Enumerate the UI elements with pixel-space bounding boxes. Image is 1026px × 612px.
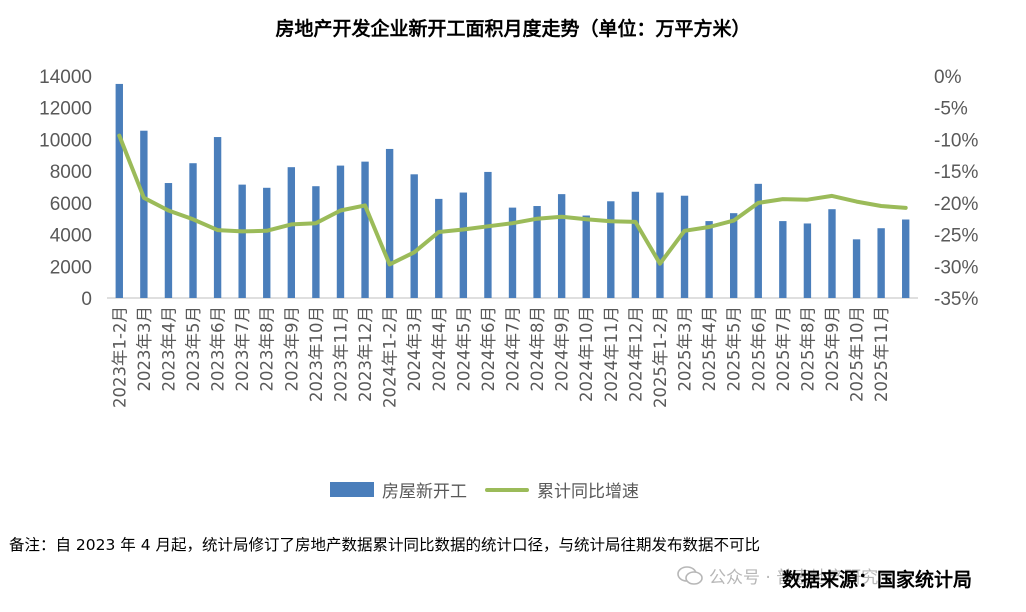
legend-line-swatch [485,487,529,492]
bar [754,183,762,298]
bar [287,167,296,298]
watermark-text: 公众号 · 普索地产研究 [709,568,879,588]
x-axis-tick: 2023年6月 [209,306,228,392]
x-axis-tick: 2024年11月 [602,306,621,402]
x-axis-tick: 2023年3月 [135,306,154,392]
data-source: 数据来源：国家统计局 [782,569,973,591]
x-axis-tick: 2024年8月 [528,306,547,392]
bar [115,83,123,298]
right-axis-tick: -20% [934,194,978,215]
bar [582,215,590,298]
right-axis-tick: -25% [934,226,978,247]
legend-line-label: 累计同比增速 [537,482,639,502]
x-axis-tick: 2024年9月 [553,306,572,392]
x-axis-tick: 2025年10月 [848,306,867,402]
x-axis-tick: 2024年7月 [504,306,523,392]
bar [852,239,861,298]
bar [729,213,738,298]
bar [312,186,320,298]
bar [779,221,787,298]
x-axis-tick: 2025年5月 [725,306,744,392]
right-axis-tick: -15% [934,162,978,183]
left-axis-tick: 12000 [39,99,92,120]
left-axis-tick: 10000 [39,130,92,151]
bar [508,207,517,298]
bar [803,223,812,298]
right-axis-tick: -35% [934,289,978,310]
wechat-icon [677,565,703,585]
bar [361,161,369,298]
left-axis-tick: 14000 [39,67,92,88]
right-axis-ticks: 0% -5% -10% -15% -20% -25% -30% -35% [934,67,978,310]
x-axis-tick: 2024年3月 [405,306,424,392]
bar [140,130,148,298]
bar [557,194,566,298]
legend-bar-label: 房屋新开工 [382,482,467,502]
bar [902,219,910,298]
right-axis-tick: 0% [934,67,962,88]
bar [656,192,664,298]
x-axis-ticks: 2023年1-2月 2023年3月 2023年4月 2023年5月 2023年6月 202… [110,306,891,408]
x-axis-tick: 2024年10月 [577,306,596,402]
bar [435,198,443,298]
left-axis-tick: 4000 [50,226,92,247]
left-axis-tick: 6000 [50,194,92,215]
bar [213,137,222,298]
left-axis-tick: 8000 [50,162,92,183]
x-axis-tick: 2025年9月 [823,306,842,392]
left-axis-ticks: 14000 12000 10000 8000 6000 4000 2000 0 [39,67,92,310]
x-axis-tick: 2023年10月 [307,306,326,402]
left-axis-tick: 0 [81,289,92,310]
x-axis-tick: 2025年1-2月 [651,306,670,408]
line-series [117,133,908,267]
x-axis-tick: 2024年4月 [430,306,449,392]
x-axis-tick: 2024年5月 [454,306,473,392]
bar-series [115,83,910,298]
bar [484,171,492,298]
x-axis-tick: 2024年1-2月 [381,306,400,408]
x-axis-tick: 2025年7月 [774,306,793,392]
x-axis-tick: 2023年11月 [331,306,350,402]
bar [828,209,836,298]
footnote: 备注：自 2023 年 4 月起，统计局修订了房地产数据累计同比数据的统计口径，… [9,536,761,554]
bar [680,195,689,298]
bar [410,174,418,298]
legend: 房屋新开工 累计同比增速 [330,477,639,502]
x-axis-tick: 2025年6月 [749,306,768,392]
bar [263,187,271,298]
left-axis-tick: 2000 [50,257,92,278]
x-axis-tick: 2023年4月 [159,306,178,392]
x-axis-tick: 2023年9月 [282,306,301,392]
watermark: 公众号 · 普索地产研究 [677,563,878,588]
bar [164,183,173,298]
bar [238,184,246,298]
right-axis-tick: -5% [934,99,968,120]
x-axis-tick: 2025年8月 [798,306,817,392]
x-axis-tick: 2025年4月 [700,306,719,392]
right-axis-tick: -30% [934,257,978,278]
x-axis-tick: 2023年5月 [184,306,203,392]
x-axis-tick: 2025年3月 [676,306,695,392]
x-axis-tick: 2023年8月 [258,306,277,392]
x-axis-tick: 2023年12月 [356,306,375,402]
x-axis-tick: 2023年1-2月 [110,306,129,408]
bar [533,206,541,298]
legend-bar-swatch [330,482,374,497]
x-axis-tick: 2025年11月 [872,306,891,402]
bar [385,148,394,298]
x-axis-tick: 2023年7月 [233,306,252,392]
bar [631,191,640,298]
bar [459,192,468,298]
bar [705,221,713,298]
chart-title: 房地产开发企业新开工面积月度走势（单位：万平方米） [275,18,751,40]
bar [877,228,885,298]
right-axis-tick: -10% [934,130,978,151]
bar [189,163,197,298]
x-axis-tick: 2024年12月 [626,306,645,402]
bar [336,165,345,298]
bar [607,201,615,298]
x-axis-tick: 2024年6月 [479,306,498,392]
